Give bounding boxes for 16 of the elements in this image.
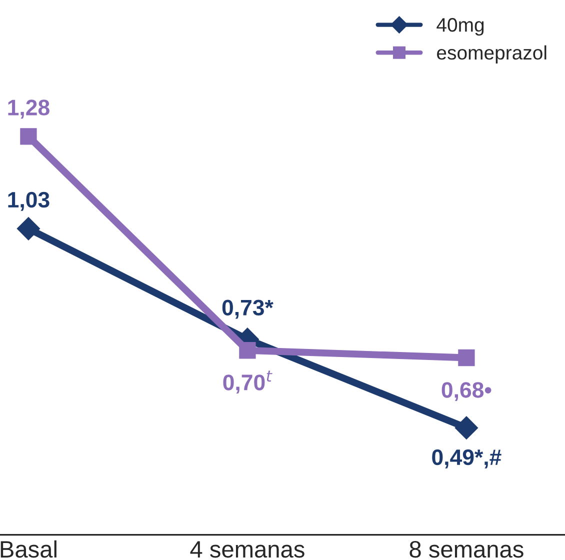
point (20, 128, 37, 145)
data-label: 0,68• (442, 382, 492, 402)
data-label: 0,73* (222, 300, 274, 319)
x-tick-label: 8 semanas (410, 540, 524, 558)
point (458, 349, 475, 366)
legend-label: 40mg (436, 18, 484, 36)
point (239, 342, 256, 359)
legend-label: esomeprazol (437, 45, 546, 64)
point (16, 217, 40, 240)
data-label: 1,03 (8, 192, 50, 211)
data-label: 0,49*,# (432, 449, 502, 468)
x-tick-label: Basal (0, 540, 56, 558)
point (454, 416, 478, 440)
data-label: 0,70$^{t}$ (223, 370, 272, 394)
data-label: 1,28 (8, 100, 50, 119)
x-tick-label: 4 semanas (190, 541, 304, 558)
